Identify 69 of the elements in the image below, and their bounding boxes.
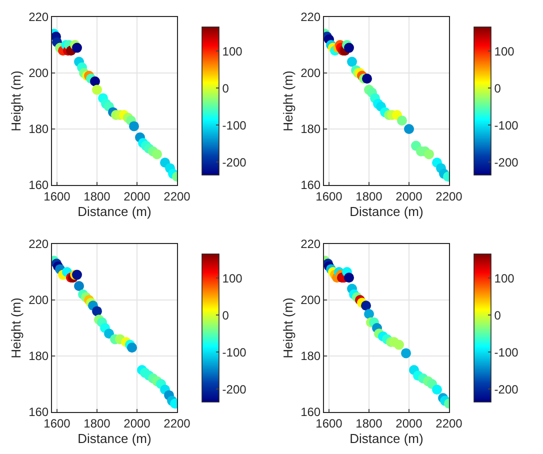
y-tick-label: 220 bbox=[28, 237, 49, 252]
y-tick-label: 220 bbox=[300, 237, 321, 252]
point bbox=[362, 74, 372, 84]
color-bar-label: 100 bbox=[494, 44, 515, 58]
point bbox=[92, 84, 102, 95]
y-tick-label: 180 bbox=[300, 122, 321, 136]
point bbox=[397, 116, 407, 126]
color-bar-label: -100 bbox=[222, 345, 247, 360]
point bbox=[361, 300, 371, 311]
color-bar-label: 0 bbox=[494, 308, 502, 322]
x-tick-label: 2000 bbox=[124, 416, 151, 430]
y-axis-title: Height (m) bbox=[280, 70, 296, 132]
point bbox=[424, 149, 434, 160]
color-bar-label: 100 bbox=[494, 271, 515, 286]
y-axis-title: Height (m) bbox=[280, 298, 296, 358]
x-tick-label: 2200 bbox=[164, 189, 191, 204]
point bbox=[401, 348, 411, 358]
y-axis-title: Height (m) bbox=[8, 70, 24, 132]
point bbox=[394, 340, 404, 350]
color-bar-label: -200 bbox=[494, 155, 519, 170]
x-axis-title: Distance (m) bbox=[350, 431, 424, 446]
y-tick-label: 180 bbox=[28, 122, 49, 136]
color-bar-label: -100 bbox=[494, 118, 519, 132]
x-tick-label: 2200 bbox=[436, 189, 463, 204]
x-tick-label: 2200 bbox=[436, 416, 463, 430]
point bbox=[104, 328, 114, 339]
color-bar-label: 100 bbox=[222, 44, 243, 58]
point bbox=[92, 306, 102, 316]
y-tick-label: 200 bbox=[28, 66, 49, 80]
point bbox=[90, 76, 100, 86]
x-tick-label: 1800 bbox=[356, 416, 383, 430]
x-axis-title: Distance (m) bbox=[78, 431, 152, 446]
y-axis-title: Height (m) bbox=[8, 298, 24, 358]
color-bar-label: 0 bbox=[494, 81, 502, 96]
point bbox=[74, 281, 84, 291]
point bbox=[344, 272, 354, 283]
color-bar-label: 0 bbox=[222, 308, 230, 322]
y-tick-label: 220 bbox=[28, 10, 49, 24]
point bbox=[364, 309, 374, 319]
y-tick-label: 180 bbox=[28, 349, 49, 364]
point bbox=[404, 124, 414, 134]
y-tick-label: 200 bbox=[300, 293, 321, 308]
x-tick-label: 1800 bbox=[84, 189, 111, 204]
color-bar-label: 0 bbox=[222, 81, 230, 96]
point bbox=[129, 121, 139, 132]
x-tick-label: 1800 bbox=[356, 189, 383, 204]
x-tick-label: 1800 bbox=[84, 416, 111, 430]
point bbox=[347, 56, 357, 67]
x-tick-label: 2000 bbox=[396, 189, 423, 204]
x-axis-title: Distance (m) bbox=[78, 204, 152, 219]
x-tick-label: 2200 bbox=[164, 416, 191, 430]
x-tick-label: 2000 bbox=[396, 416, 423, 430]
y-tick-label: 220 bbox=[300, 10, 321, 24]
color-bar-label: -100 bbox=[222, 118, 247, 132]
x-axis-title: Distance (m) bbox=[350, 204, 424, 219]
point bbox=[72, 42, 82, 53]
point bbox=[127, 342, 137, 353]
point bbox=[152, 149, 162, 160]
color-bar-label: -200 bbox=[494, 382, 519, 396]
color-bar-label: 100 bbox=[222, 271, 243, 286]
point bbox=[432, 384, 442, 395]
color-bar-label: -200 bbox=[222, 155, 247, 170]
y-tick-label: 180 bbox=[300, 349, 321, 364]
y-tick-label: 200 bbox=[28, 293, 49, 308]
x-tick-label: 2000 bbox=[124, 189, 151, 204]
y-tick-label: 200 bbox=[300, 66, 321, 80]
point bbox=[344, 42, 354, 53]
color-bar-label: -200 bbox=[222, 382, 247, 396]
color-bar-label: -100 bbox=[494, 345, 519, 360]
